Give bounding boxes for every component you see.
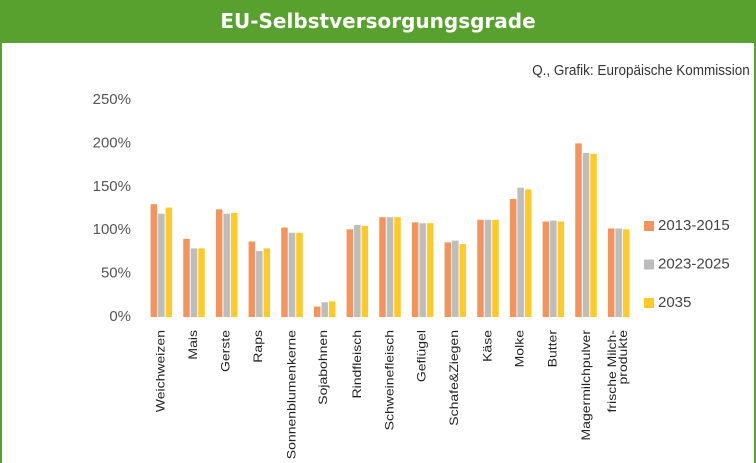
- y-tick-label: 0%: [109, 308, 131, 325]
- x-tick-label: Sojabohnen: [316, 330, 330, 405]
- y-tick-label: 250%: [93, 91, 131, 108]
- x-tick-label: Mais: [185, 330, 199, 360]
- bar: [158, 213, 165, 317]
- bar: [288, 232, 296, 317]
- bar: [517, 187, 524, 317]
- bar: [183, 238, 190, 317]
- bar: [165, 207, 173, 317]
- x-tick-label: Magermilchpulver: [578, 330, 592, 441]
- y-tick-label: 100%: [93, 221, 131, 238]
- bar: [550, 220, 557, 317]
- bar: [615, 228, 622, 317]
- y-tick-label: 50%: [101, 265, 131, 282]
- x-tick-label: Butter: [545, 330, 560, 368]
- bar: [313, 306, 321, 317]
- bar: [492, 219, 499, 317]
- bar: [477, 219, 484, 317]
- bar: [386, 217, 394, 317]
- bar: [321, 302, 328, 317]
- x-tick-label: Käse: [479, 330, 494, 362]
- bar: [524, 189, 532, 317]
- bar: [557, 221, 565, 317]
- bar: [256, 251, 263, 317]
- bar: [263, 248, 271, 317]
- bar: [444, 242, 452, 317]
- bar: [411, 222, 419, 317]
- x-tick-label: Geflügel: [414, 330, 429, 383]
- bar: [354, 224, 361, 317]
- bar: [248, 241, 256, 317]
- y-tick-label: 150%: [93, 178, 131, 195]
- x-tick-label: Rindfleisch: [349, 330, 364, 399]
- bar: [459, 244, 467, 317]
- bar: [622, 229, 630, 317]
- bar: [509, 198, 517, 317]
- bar: [150, 204, 158, 317]
- bar: [230, 212, 238, 317]
- x-tick-label: Molke: [512, 330, 527, 368]
- legend-label: 2035: [658, 294, 691, 311]
- bar: [198, 248, 205, 317]
- bar: [419, 223, 426, 317]
- bar: [190, 248, 198, 317]
- bar: [379, 217, 386, 317]
- x-tick-label: Weichweizen: [153, 330, 167, 413]
- bar: [328, 301, 336, 317]
- bar: [215, 209, 223, 317]
- legend-swatch: [644, 221, 654, 231]
- legend-swatch: [644, 298, 654, 308]
- x-tick-label: Schweinefleisch: [382, 330, 396, 431]
- bar: [542, 221, 550, 317]
- source-note: Q., Grafik: Europäische Kommission: [532, 62, 750, 79]
- chart-title: EU-Selbstversorgungsgrade: [0, 0, 756, 43]
- bar: [452, 240, 459, 317]
- legend-swatch: [644, 259, 654, 270]
- legend-label: 2023-2025: [658, 255, 730, 272]
- x-tick-label: Sonnenblumenkerne: [284, 330, 298, 460]
- bar: [346, 229, 354, 317]
- bar: [607, 228, 615, 317]
- bar: [296, 232, 303, 317]
- bar: [394, 217, 401, 317]
- x-tick-label: Raps: [250, 330, 265, 363]
- x-tick-label: Schafe&Ziegen: [446, 330, 461, 426]
- bar: [223, 213, 230, 317]
- x-tick-label: Gerste: [218, 330, 233, 373]
- bar: [590, 153, 597, 317]
- bar: [484, 219, 492, 317]
- bar: [361, 225, 369, 317]
- bar: [281, 227, 288, 317]
- bar: [575, 143, 582, 317]
- x-tick-label: frische Milch- produkte: [604, 330, 630, 413]
- legend-label: 2013-2015: [658, 217, 730, 234]
- y-tick-label: 200%: [93, 134, 131, 151]
- bar: [426, 223, 434, 317]
- bar: [582, 152, 590, 317]
